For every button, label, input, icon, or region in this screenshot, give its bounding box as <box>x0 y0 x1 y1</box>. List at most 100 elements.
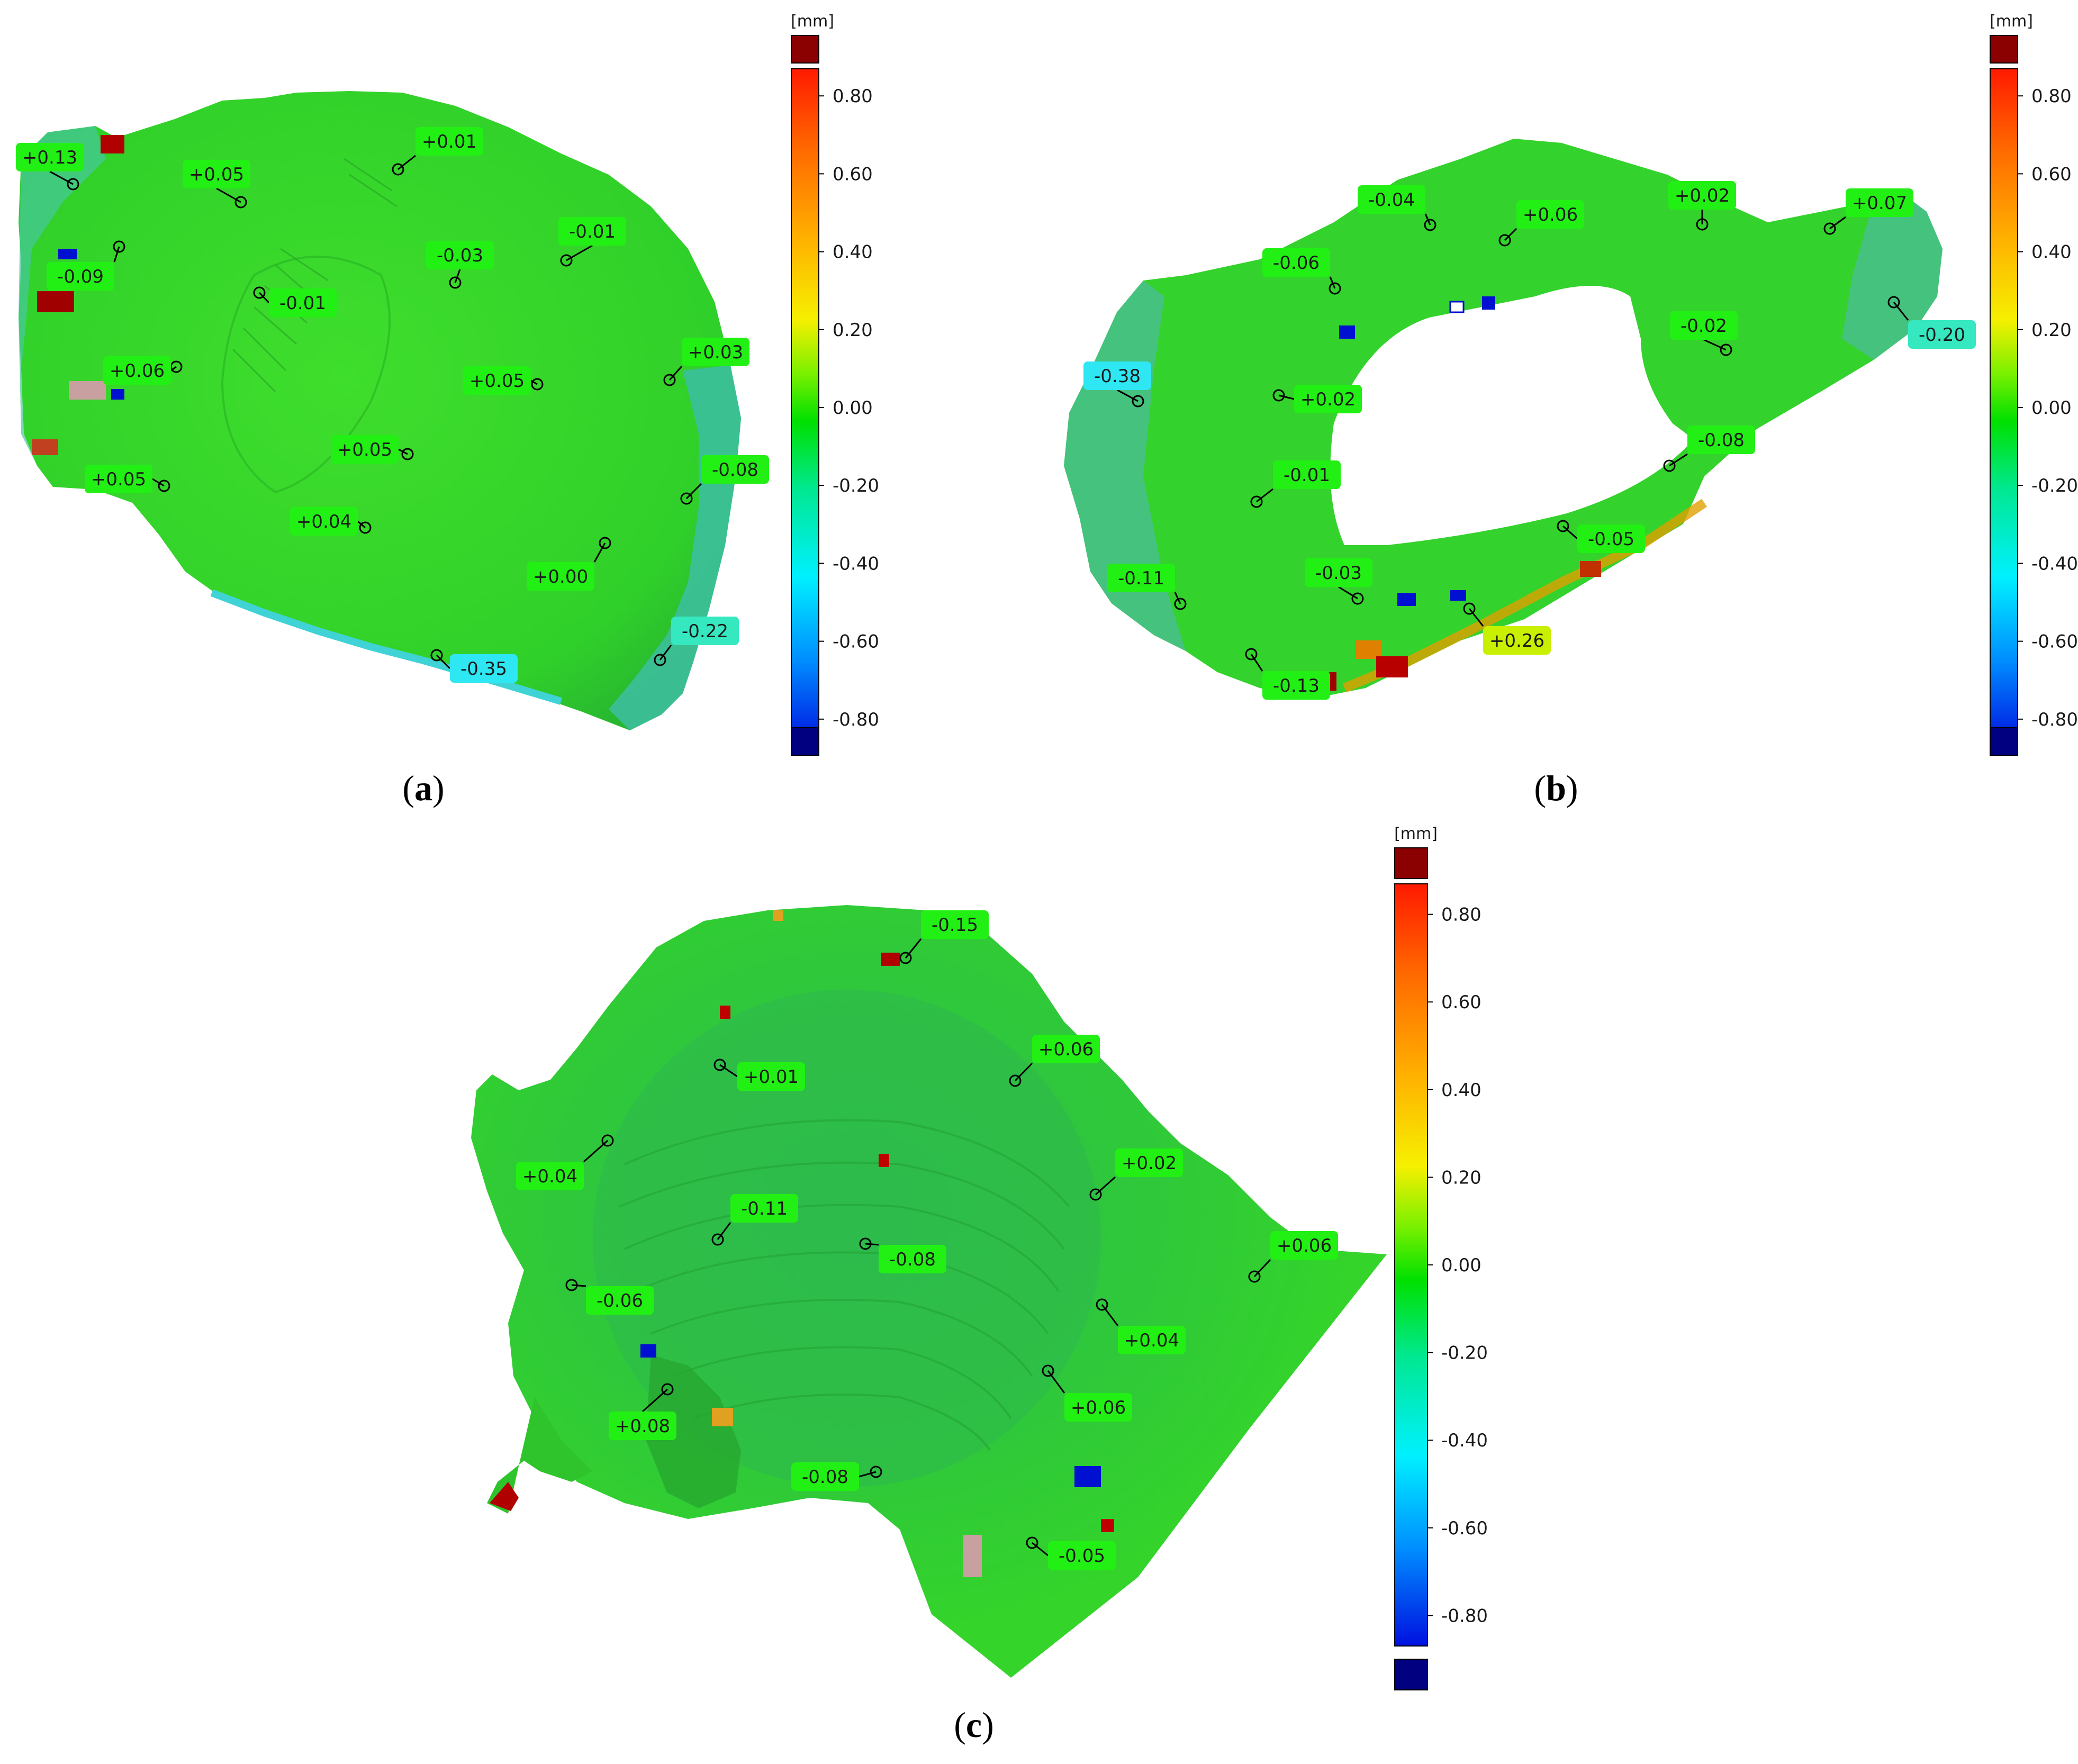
measure-point-marker <box>359 521 372 534</box>
measure-point-marker <box>234 196 247 209</box>
callout-box <box>463 366 531 395</box>
measure-point-marker <box>1042 1364 1054 1377</box>
measure-point-marker <box>601 1134 614 1147</box>
scale-tick-label: 0.20 <box>2031 320 2072 341</box>
callout-value: -0.08 <box>712 459 758 481</box>
measure-point-marker <box>1248 1270 1261 1283</box>
scale-tick-label: 0.60 <box>1441 992 1481 1013</box>
callout-value: -0.08 <box>1698 430 1745 451</box>
callout-leader-line <box>258 292 270 304</box>
deviation-callout: -0.01 <box>558 217 626 267</box>
measure-point-marker <box>1096 1298 1108 1311</box>
measure-point-marker <box>253 286 266 299</box>
callout-box <box>1483 626 1551 655</box>
scale-tick-label: 0.20 <box>833 320 873 341</box>
measure-point-marker <box>1696 218 1709 231</box>
deviation-callout: -0.03 <box>1305 558 1372 605</box>
callout-box <box>426 241 494 269</box>
caption-c-letter: c <box>965 1705 982 1745</box>
measure-point-marker <box>531 378 544 391</box>
callout-leader-line <box>436 654 451 670</box>
measure-point-marker <box>158 480 170 492</box>
callout-leader-line <box>1829 216 1846 230</box>
deviation-callout: -0.01 <box>1250 460 1341 508</box>
scale-tick-label: -0.40 <box>833 553 879 574</box>
callout-box <box>183 160 250 188</box>
callout-box <box>1107 564 1175 592</box>
callout-box <box>1262 671 1330 700</box>
scale-tick-label: 0.80 <box>833 86 873 107</box>
callout-value: +0.26 <box>1489 630 1544 652</box>
deviation-callout: +0.01 <box>392 127 483 176</box>
callout-box <box>1064 1393 1132 1422</box>
deviation-callout: +0.06 <box>1498 200 1584 247</box>
scale-tick-label: 0.00 <box>833 397 873 419</box>
callout-value: +0.05 <box>337 439 392 460</box>
measure-point-marker <box>401 448 414 460</box>
callout-box <box>586 1286 654 1315</box>
scale-tick-label: -0.20 <box>1441 1343 1488 1364</box>
measure-point-marker <box>113 240 125 253</box>
deviation-callout: -0.08 <box>791 1462 882 1491</box>
measure-point-marker <box>1089 1188 1102 1201</box>
deviation-callout: +0.06 <box>1009 1035 1100 1087</box>
callout-value: +0.06 <box>1071 1397 1126 1418</box>
measure-point-marker <box>899 952 912 964</box>
callout-box <box>682 338 749 366</box>
deviation-callout: -0.15 <box>899 910 989 964</box>
callout-value: -0.04 <box>1368 189 1415 211</box>
scale-unit-label: [mm] <box>1394 825 1438 843</box>
callout-value: -0.11 <box>1118 568 1164 589</box>
callout-value: +0.02 <box>1675 185 1730 206</box>
callout-box <box>450 654 518 683</box>
measure-point-marker <box>392 163 404 176</box>
callout-leader-line <box>1032 1542 1049 1557</box>
callout-box <box>1846 188 1913 217</box>
scale-tick-label: 0.40 <box>1441 1080 1481 1101</box>
callout-value: -0.15 <box>932 915 978 936</box>
measure-point-marker <box>870 1466 882 1478</box>
callout-box <box>1687 426 1755 454</box>
callout-leader-line <box>152 478 165 487</box>
deviation-callout: +0.06 <box>103 356 183 385</box>
deviation-labels-a: +0.13 +0.05 +0.01 -0.09 -0.01 -0.03 -0.01 +0.06… <box>16 127 769 683</box>
deviation-labels-b: -0.04 +0.06 +0.02 +0.07 -0.06 -0.20 -0.02 -0.38… <box>1083 181 1976 700</box>
callout-value: -0.05 <box>1059 1545 1105 1567</box>
callout-leader-line <box>668 366 683 381</box>
measure-point-marker <box>1272 389 1285 402</box>
callout-box <box>1115 1148 1183 1177</box>
callout-box <box>85 465 152 493</box>
scale-tick-label: -0.80 <box>2031 709 2078 730</box>
callout-value: +0.05 <box>469 370 525 392</box>
measure-point-marker <box>1498 234 1511 247</box>
callout-box <box>921 910 989 939</box>
measure-point-marker <box>599 537 611 549</box>
measure-point-marker <box>1329 282 1341 295</box>
callout-box <box>1294 385 1362 413</box>
scale-tick-label: -0.60 <box>2031 631 2078 653</box>
callout-leader-line <box>659 645 672 661</box>
callout-leader-line <box>1256 488 1273 503</box>
callout-box <box>609 1412 676 1440</box>
callout-box <box>791 1462 859 1491</box>
callout-box <box>1032 1035 1100 1063</box>
deviation-callout: -0.01 <box>253 286 337 317</box>
callout-leader-line <box>530 379 538 385</box>
deviation-callout: -0.05 <box>1026 1536 1116 1570</box>
callout-leader-line <box>1329 276 1336 289</box>
callout-leader-line <box>1278 394 1295 400</box>
callout-value: -0.05 <box>1588 529 1634 550</box>
callout-leader-line <box>1562 525 1578 540</box>
deviation-callout: +0.04 <box>516 1134 614 1190</box>
callout-leader-line <box>717 1222 731 1240</box>
deviation-callout: -0.08 <box>680 455 769 505</box>
callout-box <box>730 1194 798 1223</box>
callout-value: -0.03 <box>437 245 483 266</box>
callout-value: +0.00 <box>533 566 588 587</box>
callout-box <box>290 507 358 536</box>
scale-tick-label: -0.20 <box>833 475 879 496</box>
deviation-callout: +0.13 <box>16 143 84 191</box>
color-scale-c: [mm] 0.80 0.60 0.40 0.20 0.00 -0.20 -0.40 -0.60… <box>1394 825 1488 1690</box>
deviation-callout: -0.13 <box>1245 648 1330 700</box>
callout-leader-line <box>1338 586 1358 600</box>
